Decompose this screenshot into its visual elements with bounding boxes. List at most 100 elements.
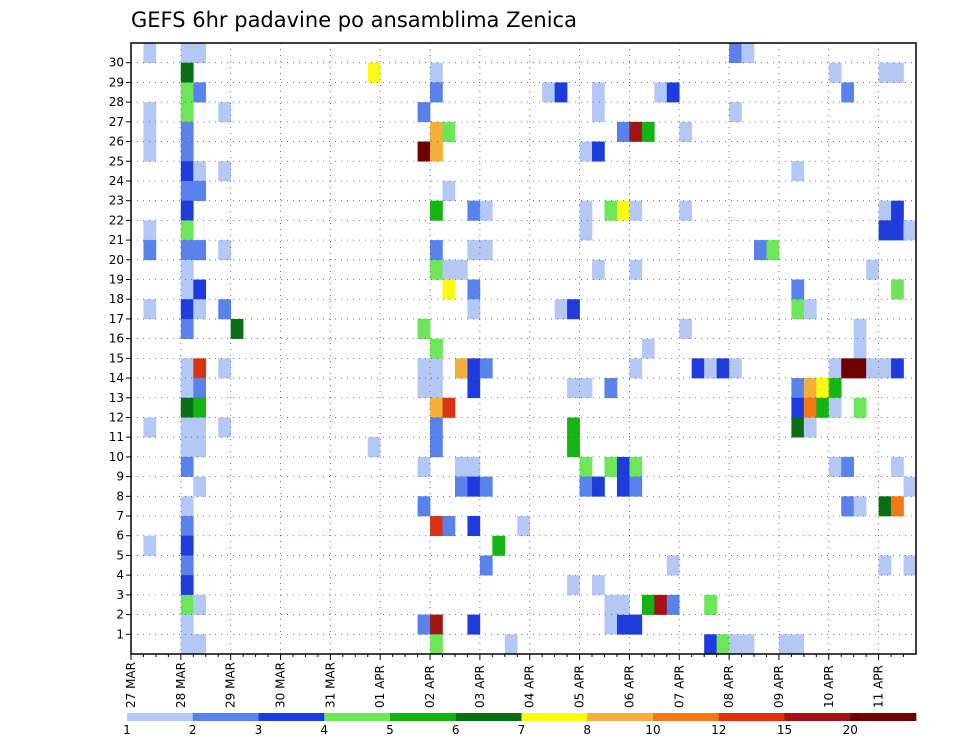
heatmap-cell (828, 397, 842, 418)
heatmap-cell (467, 200, 481, 221)
heatmap-cell (180, 102, 194, 123)
heatmap-cell (218, 240, 231, 261)
heatmap-cell (891, 220, 904, 241)
heatmap-cell (903, 476, 917, 497)
y-tick-label: 28 (109, 95, 124, 109)
heatmap-cell (430, 397, 443, 418)
heatmap-cell (803, 417, 817, 438)
heatmap-cell (417, 318, 431, 339)
y-tick-label: 19 (109, 273, 124, 287)
heatmap-cell (641, 594, 655, 615)
heatmap-cell (866, 358, 879, 379)
heatmap-cell (430, 516, 443, 537)
heatmap-cell (803, 378, 817, 399)
heatmap-cell (193, 378, 207, 399)
heatmap-cell (816, 397, 830, 418)
y-tick-label: 20 (109, 253, 124, 267)
heatmap-cell (193, 82, 207, 103)
heatmap-cell (193, 161, 207, 182)
legend-label: 12 (711, 723, 726, 737)
heatmap-cell (691, 358, 705, 379)
y-tick-label: 16 (109, 332, 124, 346)
heatmap-cell (230, 318, 244, 339)
heatmap-cell (193, 594, 207, 615)
heatmap-cell (616, 594, 630, 615)
heatmap-cell (679, 121, 693, 142)
heatmap-cell (430, 62, 443, 83)
x-tick-label: 03 APR (473, 665, 487, 708)
y-tick-label: 21 (109, 233, 124, 247)
heatmap-cell (828, 358, 842, 379)
legend-label: 15 (777, 723, 792, 737)
heatmap-cell (467, 378, 481, 399)
x-axis-ticks: 27 MAR 28 MAR 29 MAR 30 MAR 31 MAR 01 APR 02 A… (124, 654, 905, 708)
heatmap-cell (430, 82, 443, 103)
heatmap-cell (479, 358, 493, 379)
x-tick-label: 04 APR (523, 665, 537, 708)
heatmap-cell (716, 358, 730, 379)
heatmap-cell (791, 279, 805, 300)
x-tick-label: 09 APR (772, 665, 786, 708)
x-tick-label: 31 MAR (323, 662, 337, 708)
x-tick-label: 06 APR (622, 665, 636, 708)
heatmap-cell (903, 555, 917, 576)
heatmap-cell (604, 378, 618, 399)
heatmap-cell (180, 516, 194, 537)
heatmap-cell (567, 417, 580, 438)
heatmap-cell (592, 102, 605, 123)
heatmap-cell (629, 614, 643, 635)
heatmap-cell (430, 259, 443, 280)
y-tick-label: 10 (109, 450, 124, 464)
heatmap-cell (878, 220, 892, 241)
legend-swatch (324, 713, 391, 721)
heatmap-cell (492, 535, 506, 556)
heatmap-cell (467, 476, 481, 497)
y-tick-label: 23 (109, 194, 124, 208)
heatmap-cell (841, 82, 854, 103)
heatmap-cell (841, 358, 854, 379)
heatmap-cell (454, 259, 468, 280)
heatmap-cell (891, 200, 904, 221)
legend-swatch (455, 713, 522, 721)
heatmap-cell (567, 437, 580, 458)
heatmap-cell (180, 535, 194, 556)
heatmap-cell (579, 476, 593, 497)
heatmap-cell (193, 437, 207, 458)
heatmap-cell (180, 141, 194, 162)
heatmap-cell (629, 259, 643, 280)
heatmap-cell (417, 102, 431, 123)
heatmap-cell (616, 476, 630, 497)
heatmap-cell (193, 634, 207, 655)
heatmap-cell (828, 456, 842, 477)
heatmap-cell (367, 62, 381, 83)
heatmap-cell (803, 299, 817, 320)
legend-label: 1 (123, 723, 131, 737)
heatmap-cell (903, 220, 917, 241)
heatmap-cell (579, 141, 593, 162)
heatmap-cell (218, 161, 231, 182)
y-axis-ticks: 1234567891011121314151617181920212223242… (109, 56, 131, 641)
y-tick-label: 30 (109, 56, 124, 70)
heatmap-cell (180, 43, 194, 64)
heatmap-cell (704, 594, 717, 615)
heatmap-cell (180, 417, 194, 438)
heatmap-cell (442, 279, 456, 300)
heatmap-cell (180, 614, 194, 635)
y-tick-label: 18 (109, 292, 124, 306)
heatmap-cell (218, 417, 231, 438)
legend-swatch (850, 713, 917, 721)
heatmap-cell (180, 594, 194, 615)
y-tick-label: 6 (116, 529, 124, 543)
heatmap-cell (654, 82, 668, 103)
heatmap-cell (579, 200, 593, 221)
heatmap-cell (430, 358, 443, 379)
heatmap-cell (592, 82, 605, 103)
heatmap-cell (367, 437, 381, 458)
heatmap-cell (180, 634, 194, 655)
heatmap-cell (629, 456, 643, 477)
heatmap-cell (143, 535, 157, 556)
heatmap-cell (791, 417, 805, 438)
heatmap-cell (467, 456, 481, 477)
heatmap-cell (467, 240, 481, 261)
